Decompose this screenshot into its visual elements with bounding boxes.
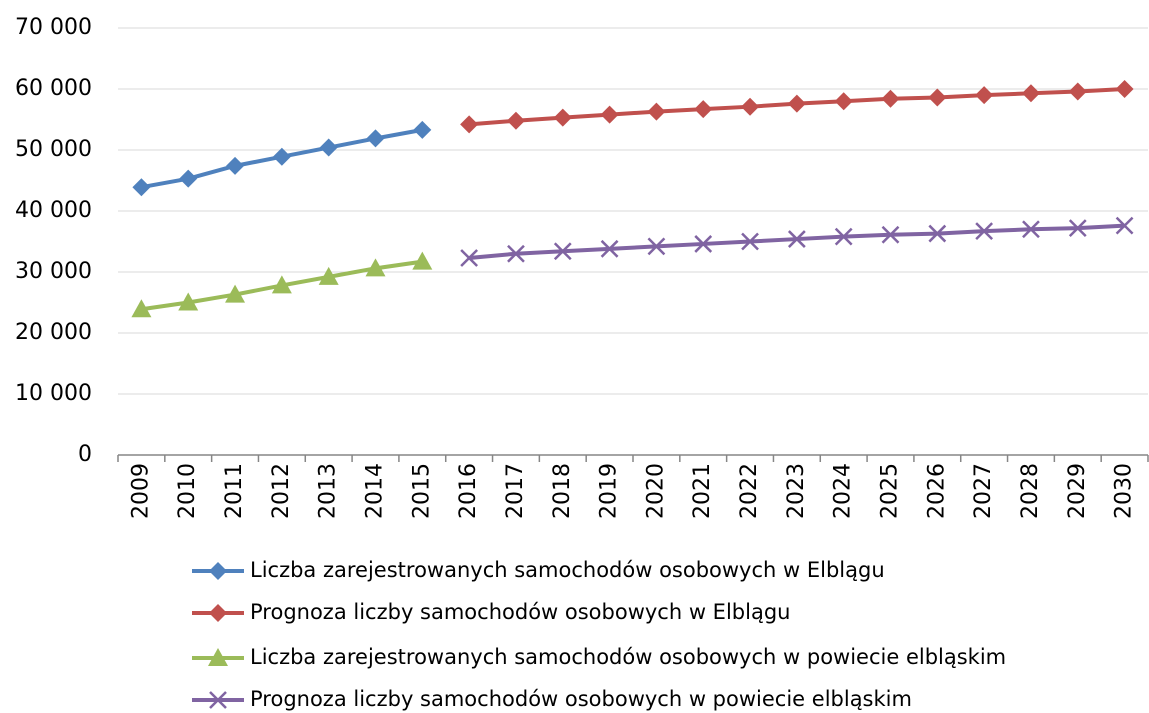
y-tick-label: 0 [78,442,92,467]
x-tick-label: 2015 [409,463,434,519]
x-tick-label: 2013 [316,463,341,519]
data-point [507,244,525,263]
data-point [600,105,619,124]
x-tick-label: 2012 [269,463,294,519]
legend-label: Liczba zarejestrowanych samochodów osobo… [250,558,885,582]
x-tick-label: 2019 [597,463,622,519]
x-tick-label: 2016 [456,463,481,519]
data-point [319,138,338,157]
data-point [787,94,806,113]
data-point [1115,216,1134,235]
x-tick-label: 2023 [784,463,809,519]
x-tick-label: 2025 [878,463,903,519]
data-point [881,89,900,108]
data-point [741,97,760,116]
legend-label: Liczba zarejestrowanych samochodów osobo… [250,645,1006,669]
data-point [131,299,152,318]
x-tick-label: 2022 [737,463,762,519]
y-tick-label: 20 000 [15,320,92,345]
data-point [1068,82,1087,101]
data-point [1021,84,1040,103]
y-tick-label: 50 000 [15,137,92,162]
x-tick-label: 2017 [503,463,528,519]
x-tick-label: 2026 [924,463,949,519]
data-point [928,88,947,107]
data-point [413,120,432,139]
data-point [132,178,151,197]
data-point [553,242,572,261]
x-tick-label: 2010 [175,463,200,519]
data-point [834,227,853,246]
data-point [834,92,853,111]
x-tick-label: 2029 [1065,463,1090,519]
data-point [271,275,292,294]
data-point [226,156,245,175]
x-tick-label: 2009 [128,463,153,519]
y-tick-label: 10 000 [15,381,92,406]
y-tick-label: 30 000 [15,259,92,284]
data-point [787,230,806,248]
data-point [460,115,479,134]
legend-label: Prognoza liczby samochodów osobowych w p… [250,687,912,711]
data-point [506,111,525,130]
data-point [318,266,339,285]
data-point [975,86,994,105]
data-point [975,222,994,241]
data-point [1115,80,1134,98]
x-tick-label: 2020 [643,463,668,519]
x-tick-label: 2027 [971,463,996,519]
x-tick-label: 2011 [222,463,247,519]
data-point [365,258,386,277]
data-point [179,169,198,188]
data-point [412,251,433,270]
data-point [225,284,246,303]
data-point [741,232,759,251]
legend-label: Prognoza liczby samochodów osobowych w E… [250,600,790,624]
y-tick-label: 70 000 [15,15,92,40]
data-point [881,225,900,244]
y-tick-label: 40 000 [15,198,92,223]
data-point [1068,219,1087,237]
x-tick-label: 2030 [1112,463,1137,519]
data-point [460,249,479,267]
legend-marker [208,648,228,666]
legend-marker [209,691,227,709]
data-point [647,237,666,256]
data-point [178,292,199,311]
series-line [468,223,1125,260]
data-point [928,224,947,243]
x-tick-label: 2014 [363,463,388,519]
x-tick-label: 2021 [690,463,715,519]
x-tick-label: 2018 [550,463,575,519]
data-point [694,100,713,119]
y-tick-label: 60 000 [15,76,92,101]
data-point [272,147,291,166]
data-point [1022,220,1040,239]
data-point [600,239,619,258]
data-point [694,235,713,253]
data-point [647,102,666,121]
legend-marker [209,604,227,622]
data-point [366,129,385,148]
legend-marker [209,562,227,580]
data-point [553,108,572,127]
x-tick-label: 2028 [1018,463,1043,519]
x-tick-label: 2024 [831,463,856,519]
